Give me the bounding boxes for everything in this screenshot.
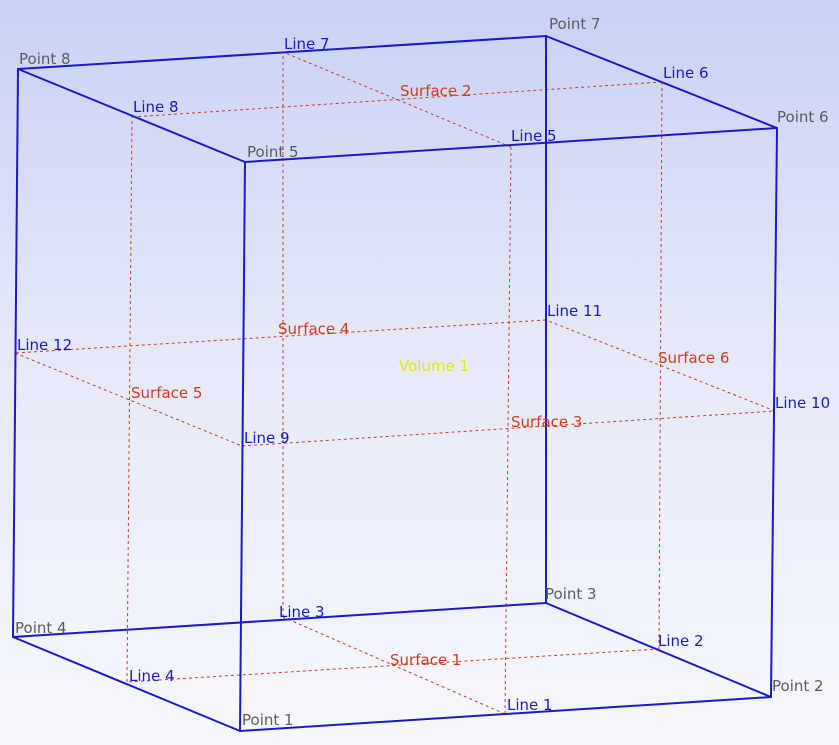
- surface-guide-line: [131, 81, 663, 118]
- surface-guide-line: [14, 319, 547, 354]
- edge-line-3[interactable]: [12, 602, 547, 638]
- surface-guide-line: [504, 146, 512, 715]
- point-label-2[interactable]: Point 2: [772, 677, 824, 695]
- line-label-4[interactable]: Line 4: [129, 667, 175, 685]
- surface-guides: [14, 51, 776, 715]
- point-labels: Point 1 Point 2 Point 3 Point 4 Point 5 …: [15, 15, 829, 729]
- line-label-12[interactable]: Line 12: [17, 336, 72, 354]
- surface-label-6[interactable]: Surface 6: [658, 349, 729, 367]
- edge-line-10[interactable]: [770, 127, 778, 698]
- edge-line-4[interactable]: [12, 636, 241, 732]
- surface-label-4[interactable]: Surface 4: [278, 320, 349, 338]
- surface-guide-line: [658, 81, 663, 650]
- line-label-8[interactable]: Line 8: [133, 98, 179, 116]
- point-label-4[interactable]: Point 4: [15, 619, 67, 637]
- surface-label-2[interactable]: Surface 2: [400, 82, 471, 100]
- surface-label-1[interactable]: Surface 1: [390, 651, 461, 669]
- surface-labels: Surface 1 Surface 2 Surface 3 Surface 4 …: [131, 82, 729, 669]
- edge-line-1[interactable]: [239, 696, 772, 732]
- edge-line-8[interactable]: [17, 68, 246, 163]
- line-labels: Line 1 Line 2 Line 3 Line 4 Line 5 Line …: [17, 35, 830, 714]
- point-label-6[interactable]: Point 6: [777, 108, 829, 126]
- point-label-5[interactable]: Point 5: [247, 143, 299, 161]
- line-label-2[interactable]: Line 2: [658, 632, 704, 650]
- surface-guide-line: [126, 116, 133, 683]
- point-label-1[interactable]: Point 1: [242, 711, 294, 729]
- cube-edges: [12, 35, 778, 732]
- line-label-7[interactable]: Line 7: [284, 35, 330, 53]
- line-label-9[interactable]: Line 9: [244, 429, 290, 447]
- surface-label-3[interactable]: Surface 3: [511, 413, 582, 431]
- surface-guide-line: [14, 352, 243, 447]
- point-label-8[interactable]: Point 8: [19, 50, 71, 68]
- surface-label-5[interactable]: Surface 5: [131, 384, 202, 402]
- surface-guide-line: [282, 51, 512, 148]
- surface-guide-line: [241, 410, 776, 447]
- line-label-5[interactable]: Line 5: [511, 127, 557, 145]
- line-label-3[interactable]: Line 3: [279, 603, 325, 621]
- edge-line-2[interactable]: [545, 602, 772, 698]
- line-label-6[interactable]: Line 6: [663, 64, 709, 82]
- surface-guide-line: [126, 648, 660, 683]
- line-label-10[interactable]: Line 10: [775, 394, 830, 412]
- edge-line-7[interactable]: [17, 35, 547, 70]
- surface-guide-line: [545, 319, 776, 412]
- line-label-1[interactable]: Line 1: [507, 696, 553, 714]
- edge-line-9[interactable]: [239, 161, 246, 732]
- edge-line-5[interactable]: [244, 127, 778, 163]
- edge-line-6[interactable]: [545, 35, 778, 129]
- volume-label[interactable]: Volume 1: [399, 357, 469, 375]
- point-label-7[interactable]: Point 7: [549, 15, 601, 33]
- line-label-11[interactable]: Line 11: [547, 302, 602, 320]
- edge-line-12[interactable]: [12, 68, 19, 638]
- point-label-3[interactable]: Point 3: [545, 585, 597, 603]
